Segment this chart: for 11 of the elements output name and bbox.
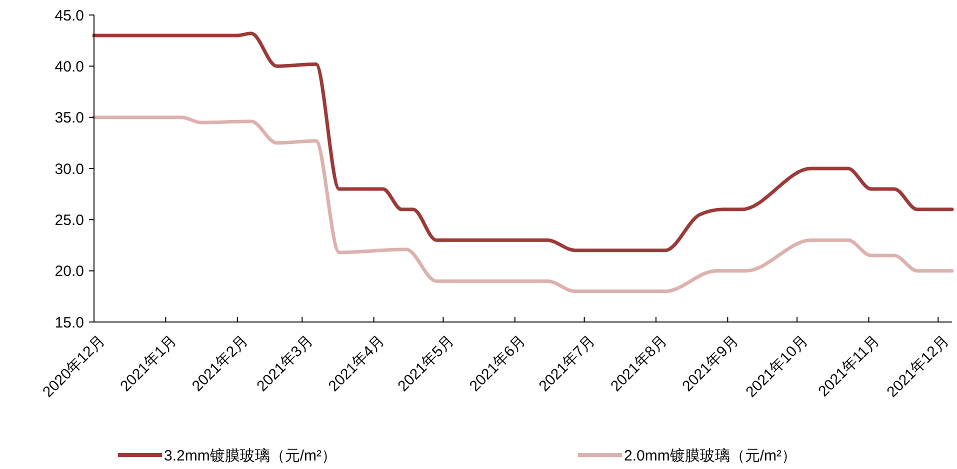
y-tick-label: 45.0	[54, 7, 84, 24]
y-tick-label: 35.0	[54, 110, 84, 127]
line-series	[92, 116, 954, 294]
y-tick-label: 30.0	[54, 160, 84, 178]
legend-label: 2.0mm镀膜玻璃（元/m²）	[624, 447, 796, 464]
legend-label: 3.2mm镀膜玻璃（元/m²）	[164, 447, 336, 464]
y-tick-label: 20.0	[54, 263, 84, 280]
y-tick-label: 25.0	[54, 212, 84, 229]
y-tick-label: 40.0	[54, 58, 84, 76]
line-series	[92, 32, 954, 252]
y-tick-label: 15.0	[54, 314, 84, 332]
